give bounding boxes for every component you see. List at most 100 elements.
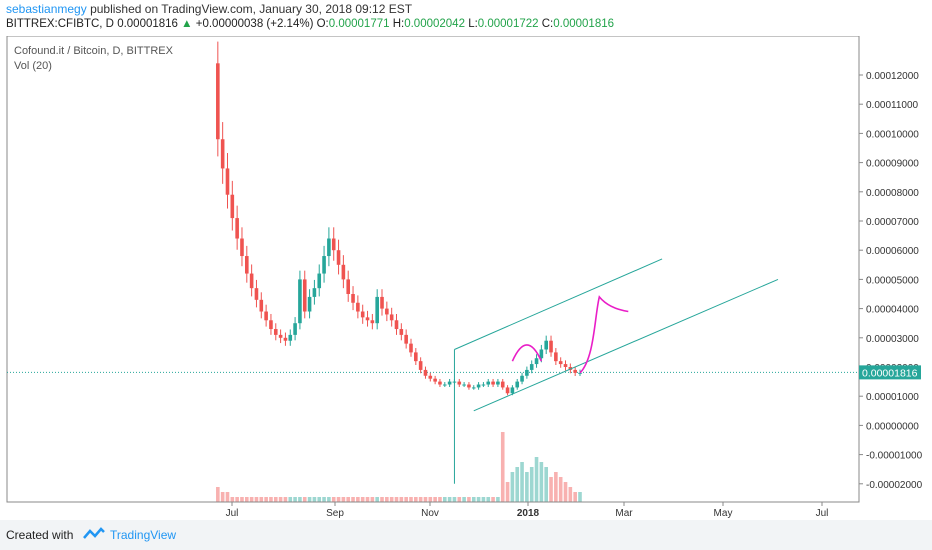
volume-bar: [365, 497, 370, 502]
candle-body: [505, 387, 510, 394]
candle-body: [491, 381, 495, 385]
x-tick-label: Mar: [615, 508, 633, 519]
candle-body: [370, 320, 375, 324]
volume-bar: [505, 482, 510, 502]
volume-bar: [554, 472, 558, 502]
x-tick-label: 2018: [517, 508, 540, 519]
volume-bar: [568, 487, 573, 502]
volume-bar: [500, 432, 505, 502]
x-axis[interactable]: Jul Sep Nov 2018 Mar May Jul: [226, 502, 829, 519]
candle-body: [433, 378, 437, 382]
volume-bar: [307, 497, 312, 502]
candle-body: [525, 369, 529, 376]
volume-bar: [529, 467, 534, 502]
price-chart[interactable]: Cofound.it / Bitcoin, D, BITTREX Vol (20…: [0, 36, 932, 520]
upper-channel-line: [454, 258, 663, 350]
current-price-box: [859, 365, 921, 380]
author-link[interactable]: sebastianmegy: [6, 2, 87, 16]
candle-body: [467, 384, 471, 388]
projection-curve: [579, 295, 629, 374]
candle-body: [554, 352, 558, 362]
volume-bar: [346, 497, 351, 502]
tradingview-logo-icon[interactable]: [82, 526, 106, 542]
chart-title: Cofound.it / Bitcoin, D, BITTREX: [14, 45, 174, 57]
volume-bar: [563, 482, 568, 502]
candle-body: [399, 329, 404, 335]
candle-body: [317, 273, 322, 289]
volume-bar: [273, 497, 278, 502]
tradingview-brand[interactable]: TradingView: [110, 528, 177, 542]
candle-body: [520, 375, 524, 382]
volume-bar: [341, 497, 346, 502]
volume-bar: [245, 497, 249, 502]
volume-bar: [491, 497, 495, 502]
footer: Created with TradingView: [0, 520, 932, 550]
candle-body: [264, 311, 268, 321]
candle-body: [331, 238, 336, 251]
volume-bar: [225, 492, 230, 502]
y-axis[interactable]: 0.00012000 0.00011000 0.00010000 0.00009000…: [859, 71, 923, 491]
change-arrow-icon: ▲: [181, 18, 193, 30]
volume-bar: [249, 497, 254, 502]
volume-bar: [336, 497, 341, 502]
candle-body: [568, 367, 573, 370]
x-tick-label: Jul: [816, 508, 829, 519]
volume-bars: [216, 432, 582, 502]
candles: [216, 41, 582, 396]
volume-bar: [322, 497, 326, 502]
hump-curve: [511, 344, 543, 362]
candle-body: [220, 139, 225, 169]
volume-bar: [452, 497, 457, 502]
candle-body: [500, 381, 505, 388]
candle-body: [356, 302, 360, 312]
volume-bar: [558, 477, 563, 502]
y-tick-label: 0.00007000: [866, 217, 919, 228]
volume-bar: [433, 497, 437, 502]
candle-body: [278, 334, 283, 338]
candle-body: [539, 349, 544, 359]
candle-body: [254, 288, 259, 300]
volume-bar: [423, 497, 428, 502]
open-value: 0.00001771: [328, 18, 390, 30]
candle-body: [578, 372, 582, 374]
candle-body: [322, 256, 326, 274]
candle-body: [428, 375, 433, 379]
candle-body: [515, 381, 520, 388]
lower-channel-line: [473, 278, 779, 412]
volume-bar: [544, 467, 548, 502]
volume-bar: [515, 467, 520, 502]
close-label: C:: [541, 18, 554, 30]
volume-bar: [525, 472, 529, 502]
volume-bar: [230, 497, 235, 502]
candle-body: [269, 320, 273, 330]
volume-bar: [442, 497, 447, 502]
volume-bar: [317, 497, 322, 502]
candle-body: [438, 381, 442, 385]
y-tick-label: 0.00001000: [866, 392, 919, 403]
volume-bar: [302, 497, 307, 502]
volume-bar: [578, 492, 582, 502]
volume-bar: [380, 497, 384, 502]
ohlc-line: BITTREX:CFIBTC, D 0.00001816 ▲ +0.000000…: [6, 18, 614, 30]
candle-body: [225, 168, 230, 195]
candle-body: [360, 311, 365, 318]
volume-bar: [375, 497, 379, 502]
candle-body: [249, 273, 254, 289]
candle-body: [510, 387, 515, 394]
volume-bar: [539, 462, 544, 502]
plot-area[interactable]: [6, 36, 860, 503]
y-tick-label: -0.00002000: [866, 480, 923, 491]
volume-bar: [409, 497, 413, 502]
volume-bar: [486, 497, 491, 502]
high-label: H:: [392, 18, 405, 30]
volume-bar: [240, 497, 244, 502]
y-tick-label: 0.00008000: [866, 188, 919, 199]
candle-body: [327, 238, 331, 257]
current-price-tag: 0.00001816: [859, 365, 921, 380]
volume-bar: [312, 497, 317, 502]
volume-bar: [385, 497, 389, 502]
candle-body: [346, 279, 351, 294]
volume-bar: [414, 497, 418, 502]
created-with-label: Created with: [6, 528, 74, 542]
candle-body: [336, 250, 341, 265]
